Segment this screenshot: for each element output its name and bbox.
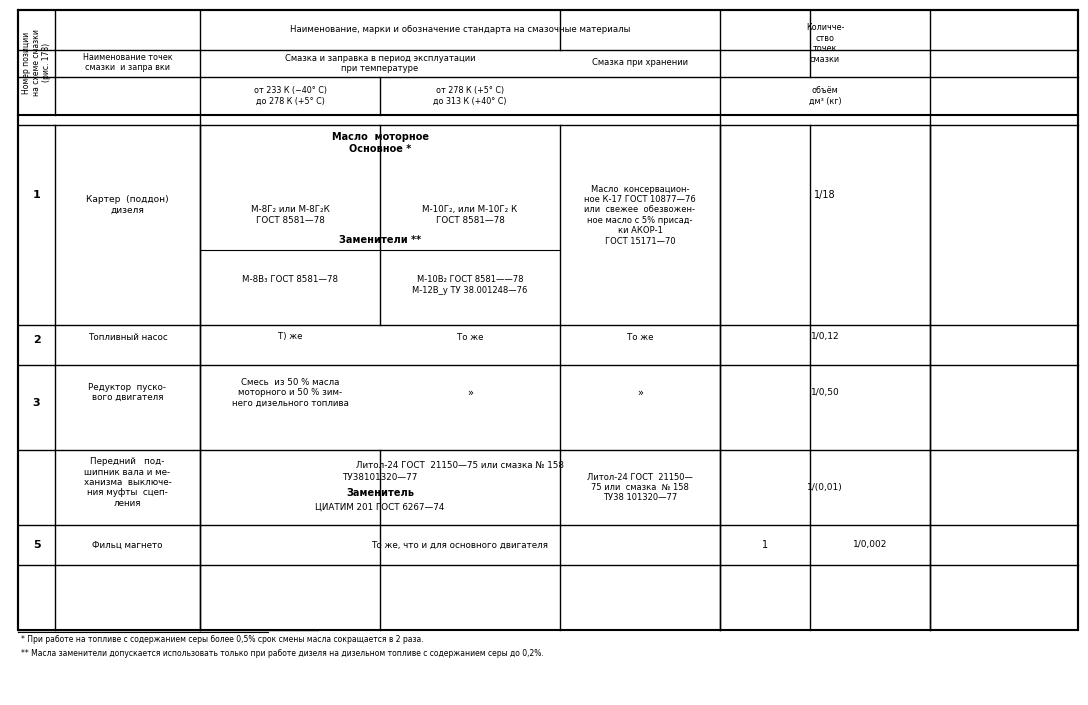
Text: 5: 5 bbox=[33, 540, 40, 550]
Text: ** Масла заменители допускается использовать только при работе дизеля на дизельн: ** Масла заменители допускается использо… bbox=[21, 649, 544, 658]
Text: Смазка при хранении: Смазка при хранении bbox=[592, 58, 688, 67]
Text: объём
дм³ (кг): объём дм³ (кг) bbox=[808, 86, 841, 106]
Text: 2: 2 bbox=[33, 335, 40, 345]
Text: Наименование точек
смазки  и запра вки: Наименование точек смазки и запра вки bbox=[83, 53, 172, 72]
Text: Редуктор  пуско-
вого двигателя: Редуктор пуско- вого двигателя bbox=[88, 383, 166, 402]
Text: 3: 3 bbox=[33, 398, 40, 407]
Text: Заменитель: Заменитель bbox=[346, 487, 415, 498]
Text: Масло  консервацион-
ное К-17 ГОСТ 10877—76
или  свежее  обезвожен-
ное масло с : Масло консервацион- ное К-17 ГОСТ 10877—… bbox=[584, 185, 696, 245]
Text: То же, что и для основного двигателя: То же, что и для основного двигателя bbox=[371, 541, 548, 549]
Text: Смесь  из 50 % масла
моторного и 50 % зим-
него дизельного топлива: Смесь из 50 % масла моторного и 50 % зим… bbox=[232, 378, 348, 407]
Text: Смазка и заправка в период эксплуатации
при температуре: Смазка и заправка в период эксплуатации … bbox=[285, 54, 475, 73]
Text: от 233 К (−40° С)
до 278 К (+5° С): от 233 К (−40° С) до 278 К (+5° С) bbox=[254, 86, 326, 106]
Text: Передний   под-
шипник вала и ме-
ханизма  выключе-
ния муфты  сцеп-
ления: Передний под- шипник вала и ме- ханизма … bbox=[84, 458, 172, 508]
Text: Номер позиции
на схеме смазки
(рис. 178): Номер позиции на схеме смазки (рис. 178) bbox=[22, 29, 51, 96]
Text: То же: То же bbox=[627, 333, 653, 341]
Text: М-10В₂ ГОСТ 8581——78
М-12В_у ТУ 38.001248—76: М-10В₂ ГОСТ 8581——78 М-12В_у ТУ 38.00124… bbox=[412, 275, 528, 295]
Text: Литол-24 ГОСТ  21150—75 или смазка № 158: Литол-24 ГОСТ 21150—75 или смазка № 158 bbox=[356, 460, 564, 470]
Text: 1/18: 1/18 bbox=[814, 190, 836, 200]
Bar bbox=[18, 10, 1078, 630]
Text: 1/(0,01): 1/(0,01) bbox=[807, 483, 843, 492]
Text: Литол-24 ГОСТ  21150—
75 или  смазка  № 158
ТУ38 101320—77: Литол-24 ГОСТ 21150— 75 или смазка № 158… bbox=[588, 472, 693, 503]
Text: Масло  моторное
Основное *: Масло моторное Основное * bbox=[332, 133, 429, 154]
Text: М-10Г₂, или М-10Г₂ К
ГОСТ 8581—78: М-10Г₂, или М-10Г₂ К ГОСТ 8581—78 bbox=[422, 205, 518, 225]
Text: Топливный насос: Топливный насос bbox=[88, 333, 168, 341]
Text: М-8В₃ ГОСТ 8581—78: М-8В₃ ГОСТ 8581—78 bbox=[242, 276, 338, 285]
Text: То же: То же bbox=[457, 333, 483, 341]
Text: 1/0,12: 1/0,12 bbox=[811, 333, 839, 341]
Text: 1/0,002: 1/0,002 bbox=[853, 541, 887, 549]
Text: Фильц магнето: Фильц магнето bbox=[92, 541, 163, 549]
Text: Картер  (поддон)
дизеля: Картер (поддон) дизеля bbox=[86, 195, 169, 215]
Text: М-8Г₂ или М-8Г₂К
ГОСТ 8581—78: М-8Г₂ или М-8Г₂К ГОСТ 8581—78 bbox=[250, 205, 330, 225]
Text: 1: 1 bbox=[762, 540, 768, 550]
Text: Т) же: Т) же bbox=[277, 333, 302, 341]
Text: »: » bbox=[638, 388, 643, 398]
Text: ТУ38101320—77: ТУ38101320—77 bbox=[343, 474, 418, 482]
Text: * При работе на топливе с содержанием серы более 0,5% срок смены масла сокращает: * При работе на топливе с содержанием се… bbox=[21, 635, 423, 644]
Text: от 278 К (+5° С)
до 313 К (+40° С): от 278 К (+5° С) до 313 К (+40° С) bbox=[433, 86, 507, 106]
Text: ЦИАТИМ 201 ГОСТ 6267—74: ЦИАТИМ 201 ГОСТ 6267—74 bbox=[316, 503, 445, 512]
Text: Наименование, марки и обозначение стандарта на смазочные материалы: Наименование, марки и обозначение станда… bbox=[289, 25, 630, 35]
Text: Заменители **: Заменители ** bbox=[339, 235, 421, 245]
Text: »: » bbox=[467, 388, 473, 398]
Text: Количче-
ство
точек
смазки: Количче- ство точек смазки bbox=[806, 23, 844, 63]
Text: 1/0,50: 1/0,50 bbox=[811, 388, 839, 397]
Text: 1: 1 bbox=[33, 190, 40, 200]
